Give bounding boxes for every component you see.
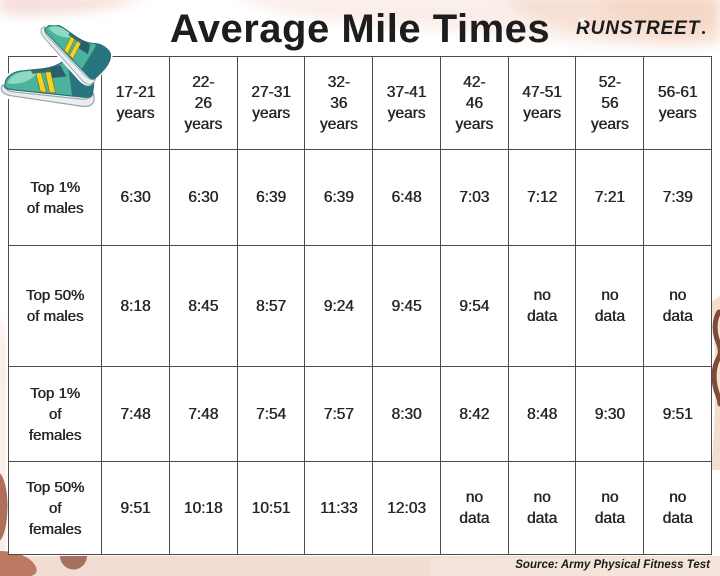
svg-text:RUNSTREET: RUNSTREET	[576, 18, 701, 39]
